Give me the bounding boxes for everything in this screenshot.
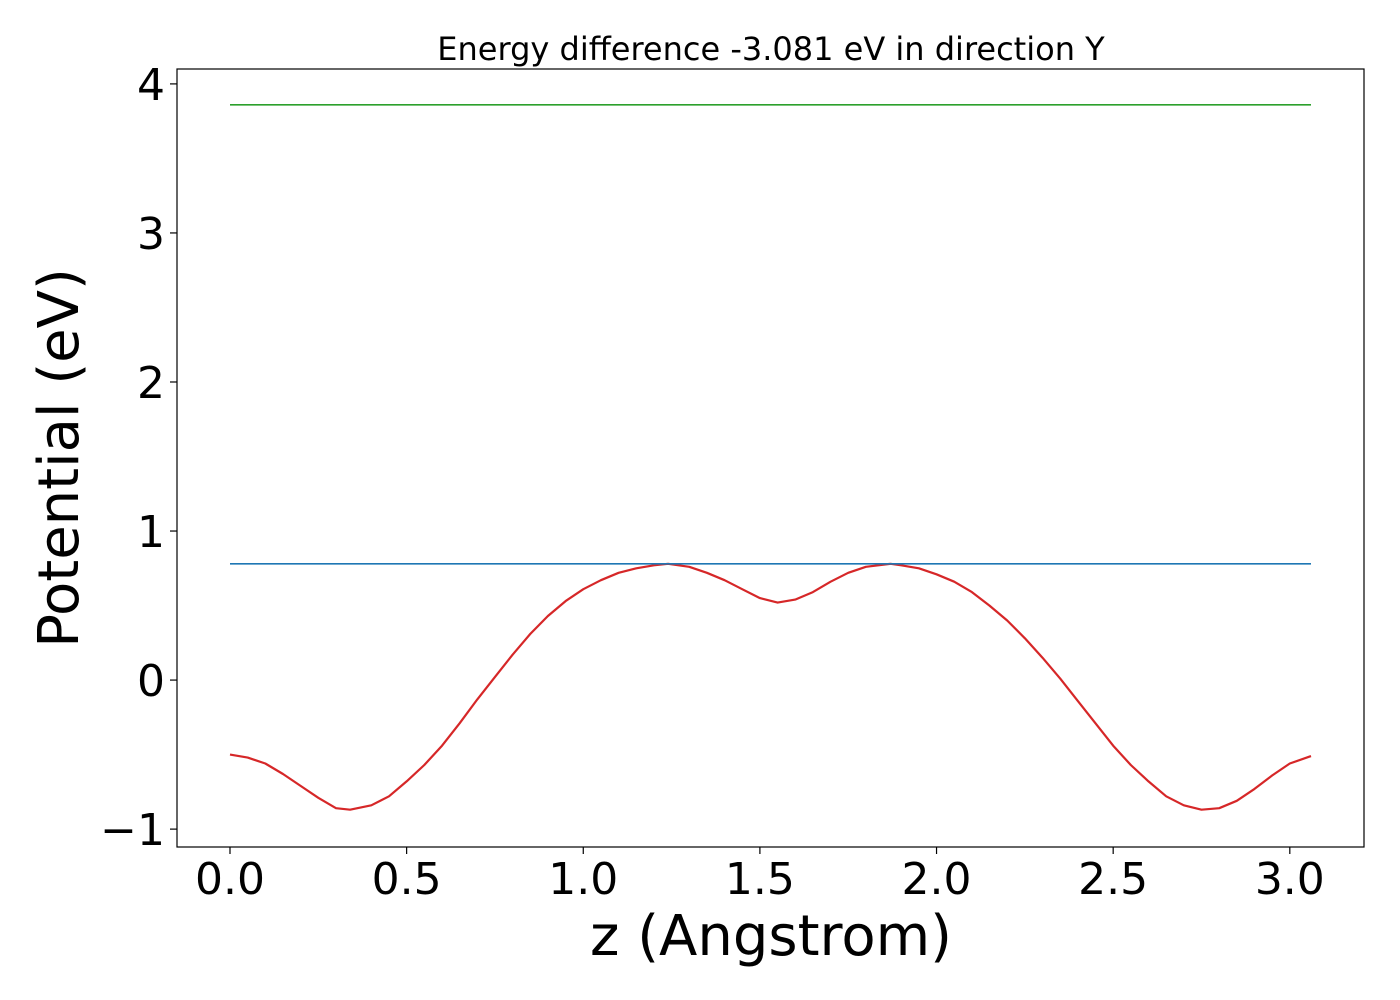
x-axis: 0.0 0.5 1.0 1.5 2.0 2.5 3.0 bbox=[195, 847, 1325, 905]
series-layer bbox=[229, 104, 1312, 811]
x-tick-label: 0.5 bbox=[372, 854, 442, 905]
x-tick-label: 3.0 bbox=[1255, 854, 1325, 905]
series-line-1 bbox=[229, 562, 1312, 811]
y-tick-label: 0 bbox=[137, 656, 165, 707]
x-tick-label: 1.0 bbox=[548, 854, 618, 905]
x-tick-label: 2.0 bbox=[902, 854, 972, 905]
y-tick-label: −1 bbox=[100, 805, 165, 856]
y-tick-label: 2 bbox=[137, 358, 165, 409]
y-axis: −1 0 1 2 3 4 bbox=[100, 60, 177, 856]
chart-title: Energy difference -3.081 eV in direction… bbox=[437, 30, 1105, 68]
x-tick-label: 2.5 bbox=[1078, 854, 1148, 905]
plot-area bbox=[176, 68, 1365, 848]
y-axis-label: Potential (eV) bbox=[27, 268, 92, 648]
y-tick-label: 1 bbox=[137, 507, 165, 558]
x-axis-label: z (Angstrom) bbox=[590, 904, 952, 969]
plot-frame bbox=[176, 68, 1365, 848]
y-tick-label: 4 bbox=[137, 60, 165, 111]
x-tick-label: 1.5 bbox=[725, 854, 795, 905]
y-tick-label: 3 bbox=[137, 209, 165, 260]
x-tick-label: 0.0 bbox=[195, 854, 265, 905]
